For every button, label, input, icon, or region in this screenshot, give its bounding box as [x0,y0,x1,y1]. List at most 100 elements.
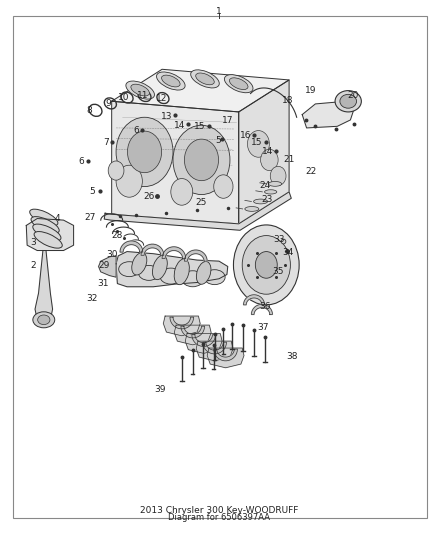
Ellipse shape [34,231,62,248]
Ellipse shape [245,207,259,212]
Polygon shape [181,326,205,338]
Ellipse shape [196,73,214,85]
Polygon shape [120,241,143,252]
Ellipse shape [119,262,140,277]
Ellipse shape [335,91,361,112]
Text: 29: 29 [98,261,110,270]
Polygon shape [244,295,265,305]
Polygon shape [162,247,186,259]
Polygon shape [104,192,291,230]
Text: 18: 18 [282,96,293,104]
Polygon shape [35,251,53,320]
Text: 15: 15 [194,123,206,131]
Ellipse shape [268,181,282,187]
Polygon shape [174,325,211,345]
Text: 34: 34 [282,248,293,256]
Polygon shape [26,219,74,251]
Ellipse shape [162,75,180,87]
Ellipse shape [152,255,167,280]
Circle shape [171,179,193,205]
Circle shape [242,236,290,294]
Ellipse shape [31,216,59,233]
Text: Diagram for 6506397AA: Diagram for 6506397AA [168,513,270,521]
Ellipse shape [182,271,204,287]
Text: 2: 2 [30,261,36,270]
Text: 25: 25 [195,198,207,207]
Text: 9: 9 [105,99,111,108]
Ellipse shape [196,262,211,284]
Circle shape [184,139,219,181]
Text: 10: 10 [118,93,129,102]
Text: 4: 4 [55,214,60,223]
Ellipse shape [156,72,185,90]
Text: 39: 39 [154,385,166,393]
Polygon shape [99,256,116,277]
Circle shape [270,166,286,185]
Polygon shape [207,348,244,368]
Text: 33: 33 [273,235,285,244]
Ellipse shape [230,78,248,90]
Polygon shape [214,349,237,361]
Text: 6: 6 [79,157,85,166]
Polygon shape [116,252,228,287]
Circle shape [116,117,173,187]
Ellipse shape [132,253,147,275]
Text: 17: 17 [222,117,233,125]
Text: 36: 36 [259,302,271,311]
Polygon shape [302,101,355,128]
Text: 23: 23 [261,196,273,204]
Polygon shape [112,69,289,112]
Polygon shape [192,335,215,346]
Text: 1: 1 [216,7,222,16]
Polygon shape [203,342,226,354]
Text: 38: 38 [286,352,298,360]
Text: 8: 8 [86,106,92,115]
Text: 6: 6 [134,126,139,135]
Ellipse shape [174,259,189,285]
Text: 20: 20 [348,92,359,100]
Polygon shape [163,316,200,336]
Ellipse shape [126,81,155,99]
Text: 24: 24 [259,181,271,190]
Circle shape [261,149,278,171]
Ellipse shape [340,94,357,108]
Ellipse shape [191,70,219,88]
Text: 21: 21 [283,156,295,164]
Ellipse shape [138,265,159,280]
Polygon shape [239,80,289,224]
Text: 16: 16 [240,132,251,140]
Circle shape [127,131,162,173]
Ellipse shape [131,84,149,96]
Text: 26: 26 [143,192,155,200]
Text: 35: 35 [272,268,284,276]
Ellipse shape [33,312,55,328]
Polygon shape [112,101,239,224]
Circle shape [255,252,277,278]
Ellipse shape [38,315,50,325]
Text: 28: 28 [111,231,123,240]
Ellipse shape [254,199,268,204]
Text: 11: 11 [137,92,148,100]
Text: 12: 12 [156,94,168,103]
Ellipse shape [33,224,61,241]
Text: 7: 7 [103,139,109,147]
Circle shape [173,125,230,195]
Text: 15: 15 [251,139,263,147]
Ellipse shape [265,190,277,194]
Text: 3: 3 [30,238,36,247]
Polygon shape [251,304,272,314]
Circle shape [247,131,269,157]
Text: 14: 14 [174,121,185,130]
Text: 14: 14 [261,148,273,156]
Polygon shape [141,244,164,255]
Text: 19: 19 [305,86,317,95]
Text: 5: 5 [215,136,221,144]
Circle shape [214,175,233,198]
Text: 5: 5 [90,188,95,196]
Text: 13: 13 [161,112,172,120]
Text: 27: 27 [84,213,95,222]
Ellipse shape [224,75,253,93]
Text: 37: 37 [257,324,268,332]
Ellipse shape [204,270,225,285]
Text: 32: 32 [86,294,97,303]
